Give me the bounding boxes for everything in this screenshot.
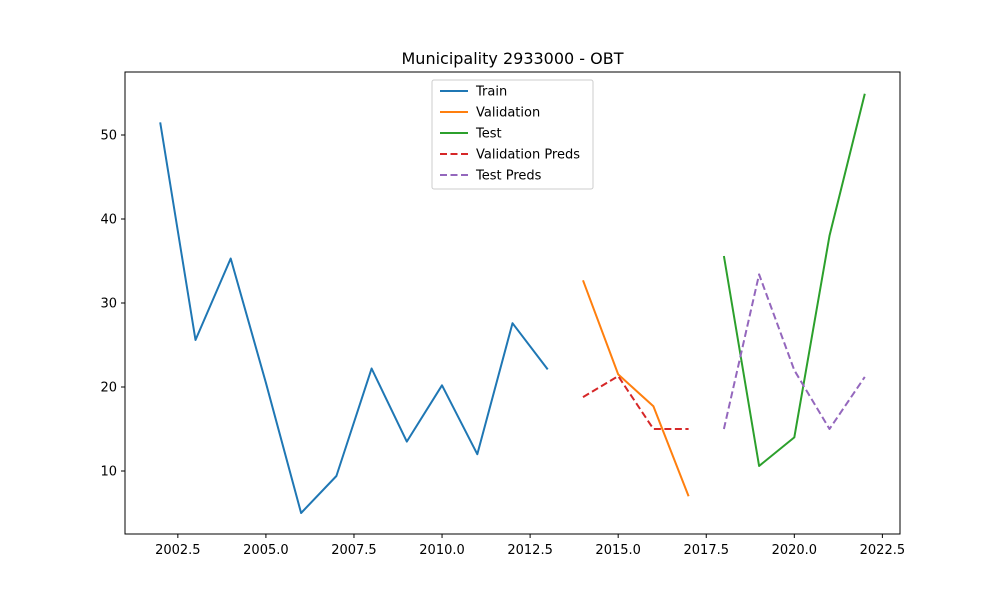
series-layer (159, 93, 866, 514)
legend-label: Test Preds (475, 169, 542, 184)
y-axis: 10 20 30 40 50 (100, 129, 125, 480)
y-tick-label: 40 (100, 213, 117, 228)
x-tick-label: 2022.5 (860, 543, 906, 558)
x-tick-label: 2002.5 (155, 543, 201, 558)
legend-label: Validation Preds (476, 148, 580, 163)
legend-label: Validation (476, 106, 540, 121)
x-tick-label: 2012.5 (507, 543, 553, 558)
x-tick-label: 2005.0 (243, 543, 289, 558)
x-tick-label: 2017.5 (684, 543, 730, 558)
y-tick-label: 10 (100, 465, 117, 480)
legend-label: Test (475, 127, 502, 142)
y-tick-label: 20 (100, 381, 117, 396)
y-tick-label: 50 (100, 129, 117, 144)
series-line-train (159, 122, 549, 514)
series-line-test-preds (722, 273, 866, 430)
y-tick-label: 30 (100, 297, 117, 312)
chart-title: Municipality 2933000 - OBT (402, 49, 624, 68)
x-tick-label: 2020.0 (772, 543, 818, 558)
legend: Train Validation Test Validation Preds Test … (431, 79, 594, 190)
series-line-test (722, 93, 866, 467)
legend-label: Train (475, 85, 507, 100)
series-line-validation (582, 279, 690, 497)
x-axis: 2002.5 2005.0 2007.5 2010.0 2012.5 2015.0 2017… (155, 534, 905, 558)
series-line-validation-preds (582, 375, 689, 430)
x-tick-label: 2010.0 (419, 543, 465, 558)
x-tick-label: 2007.5 (331, 543, 377, 558)
x-tick-label: 2015.0 (595, 543, 641, 558)
legend-box (431, 79, 594, 190)
